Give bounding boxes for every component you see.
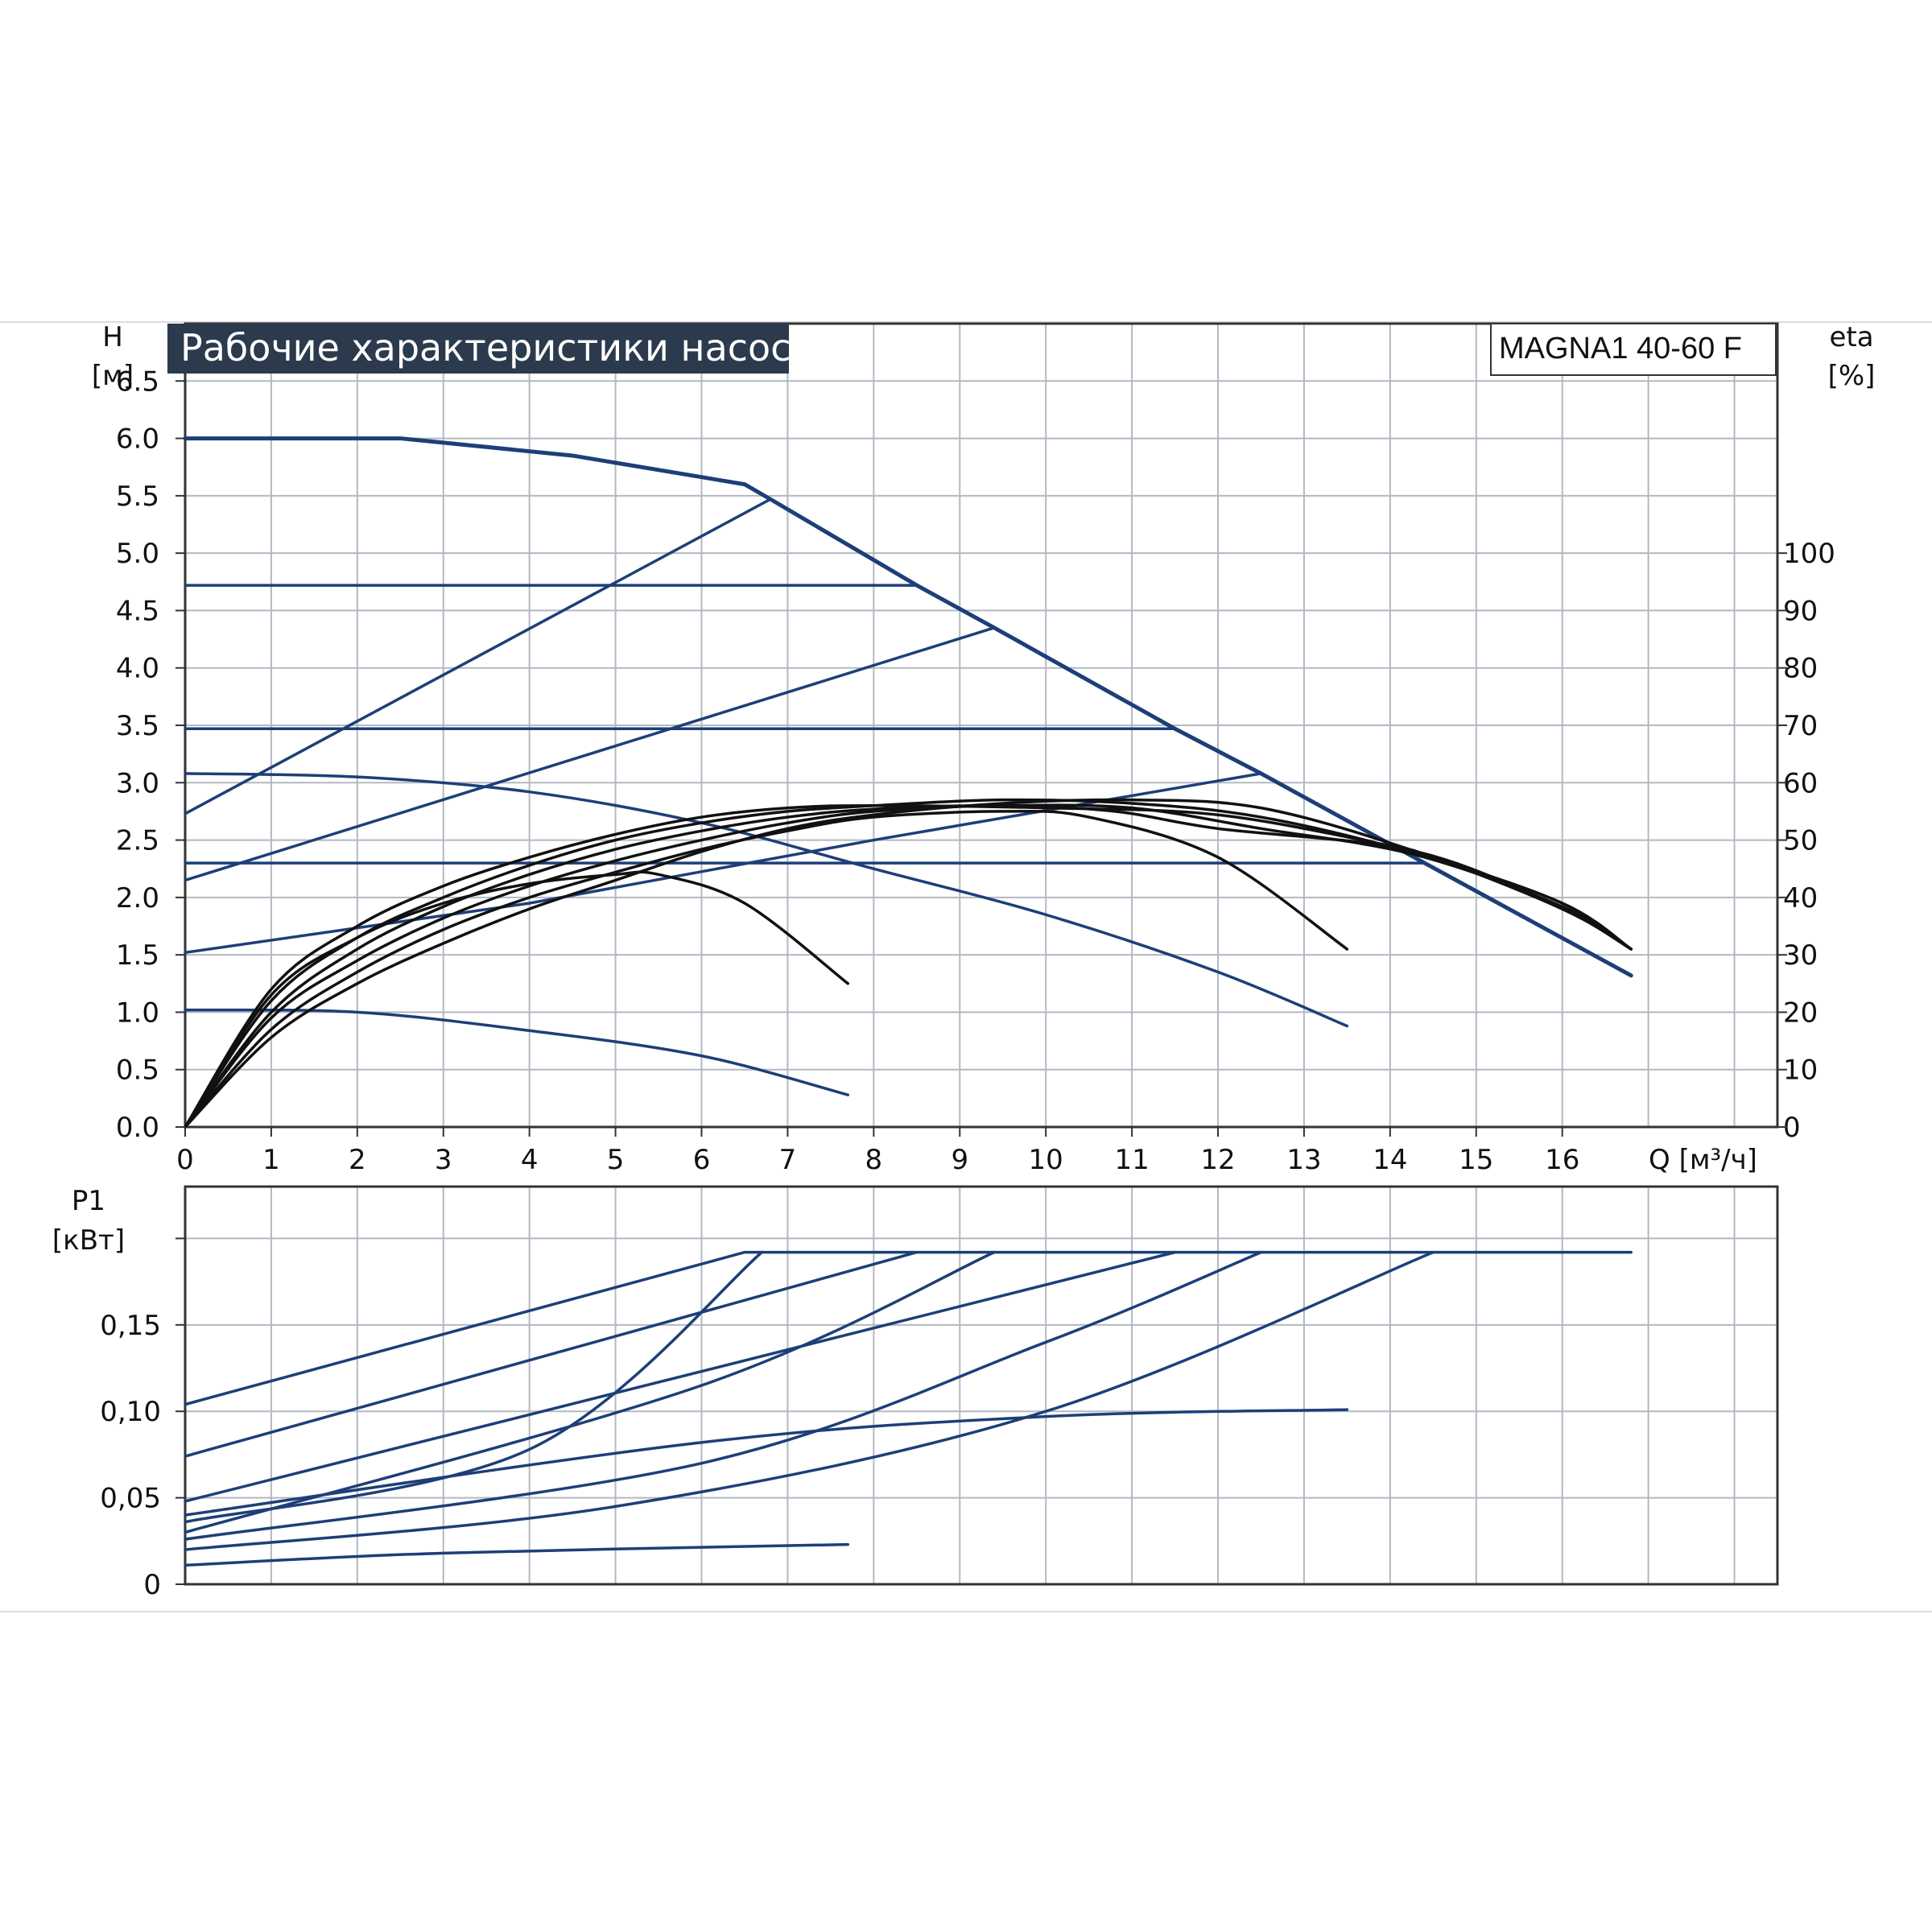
efficiency-tick-label: 60 — [1783, 767, 1818, 799]
head-curve — [184, 772, 1349, 1028]
head-curve — [183, 436, 1633, 978]
head-tick-label: 5.0 — [116, 538, 159, 570]
efficiency-axis-symbol: eta — [1829, 321, 1873, 353]
flow-tick-label: 12 — [1200, 1144, 1235, 1176]
efficiency-axis-unit: [%] — [1828, 360, 1876, 392]
flow-tick-label: 3 — [435, 1144, 452, 1176]
power-curve — [184, 1250, 919, 1458]
flow-tick-label: 14 — [1373, 1144, 1407, 1176]
efficiency-tick-label: 90 — [1783, 595, 1818, 627]
power-curves — [184, 1250, 1633, 1567]
flow-tick-label: 16 — [1545, 1144, 1579, 1176]
model-box — [1490, 323, 1777, 376]
efficiency-curve — [184, 798, 1633, 1129]
efficiency-curve — [184, 803, 1633, 1129]
power-curve — [184, 1408, 1349, 1517]
head-axis-tick-labels: 0.0 0.5 1.0 1.5 2.0 2.5 3.0 3.5 4.0 4.5 5.0 5.5 6.0 6… — [116, 365, 185, 1144]
efficiency-curve — [184, 798, 1633, 1129]
head-axis-symbol: H — [102, 321, 123, 353]
flow-tick-label: 7 — [779, 1144, 797, 1176]
efficiency-curve — [184, 870, 850, 1129]
power-tick-label: 0,15 — [100, 1310, 161, 1342]
flow-tick-label: 11 — [1114, 1144, 1149, 1176]
efficiency-tick-label: 70 — [1783, 710, 1818, 742]
head-tick-label: 3.5 — [116, 710, 159, 742]
head-tick-label: 4.0 — [116, 653, 159, 685]
efficiency-tick-label: 10 — [1783, 1055, 1818, 1087]
efficiency-tick-label: 20 — [1783, 997, 1818, 1029]
power-tick-label: 0,05 — [100, 1483, 161, 1515]
power-curve — [184, 1542, 850, 1567]
head-tick-label: 0.0 — [116, 1112, 159, 1144]
power-axis-unit: [кВт] — [52, 1224, 125, 1257]
power-curve — [184, 1250, 1633, 1406]
flow-tick-label: 1 — [262, 1144, 280, 1176]
efficiency-tick-label: 100 — [1783, 538, 1835, 570]
head-tick-label: 0.5 — [116, 1055, 159, 1087]
power-grid — [184, 1185, 1779, 1586]
head-axis-unit: [м] — [92, 360, 134, 392]
efficiency-tick-label: 80 — [1783, 653, 1818, 685]
efficiency-tick-label: 0 — [1783, 1112, 1801, 1144]
flow-axis-tick-labels: 0 1 2 3 4 5 6 7 8 9 10 11 12 13 14 15 16 — [176, 1127, 1579, 1176]
head-tick-label: 1.5 — [116, 939, 159, 972]
power-curve — [184, 1250, 996, 1534]
efficiency-curves — [184, 798, 1633, 1129]
power-tick-label: 0,10 — [100, 1396, 161, 1428]
flow-tick-label: 8 — [865, 1144, 883, 1176]
head-tick-label: 6.0 — [116, 423, 159, 456]
head-curve — [184, 626, 996, 882]
title-background — [167, 324, 789, 374]
power-plot-frame — [184, 1185, 1779, 1586]
head-grid — [184, 322, 1779, 1129]
chart-title: Рабочие характеристики насоса — [180, 326, 814, 369]
head-tick-label: 2.0 — [116, 882, 159, 914]
head-curve — [184, 1008, 850, 1096]
efficiency-axis-tick-labels: 0 10 20 30 40 50 60 70 80 90 100 — [1777, 538, 1835, 1144]
flow-tick-label: 9 — [951, 1144, 968, 1176]
head-curves — [183, 436, 1633, 1096]
power-curve — [184, 1250, 1263, 1541]
head-curve — [184, 497, 772, 815]
efficiency-tick-label: 50 — [1783, 825, 1818, 857]
flow-tick-label: 15 — [1459, 1144, 1493, 1176]
flow-tick-label: 0 — [176, 1144, 194, 1176]
flow-tick-label: 2 — [349, 1144, 366, 1176]
head-tick-label: 4.5 — [116, 595, 159, 627]
head-tick-label: 6.5 — [116, 365, 159, 398]
efficiency-curve — [184, 803, 1633, 1129]
power-tick-label: 0 — [143, 1569, 161, 1601]
head-tick-label: 1.0 — [116, 997, 159, 1029]
power-curve — [184, 1250, 1177, 1503]
efficiency-tick-label: 30 — [1783, 939, 1818, 972]
flow-tick-label: 13 — [1286, 1144, 1321, 1176]
model-label: MAGNA1 40-60 F — [1499, 332, 1742, 365]
head-tick-label: 2.5 — [116, 825, 159, 857]
flow-axis-label: Q [м³/ч] — [1649, 1144, 1757, 1176]
power-axis-tick-labels: 0 0,05 0,10 0,15 — [100, 1237, 185, 1601]
flow-tick-label: 6 — [693, 1144, 711, 1176]
flow-tick-label: 5 — [607, 1144, 625, 1176]
head-tick-label: 3.0 — [116, 767, 159, 799]
flow-tick-label: 10 — [1029, 1144, 1063, 1176]
flow-tick-label: 4 — [521, 1144, 539, 1176]
efficiency-tick-label: 40 — [1783, 882, 1818, 914]
head-tick-label: 5.5 — [116, 481, 159, 513]
power-curve — [184, 1250, 1435, 1551]
power-axis-symbol: P1 — [72, 1185, 105, 1217]
